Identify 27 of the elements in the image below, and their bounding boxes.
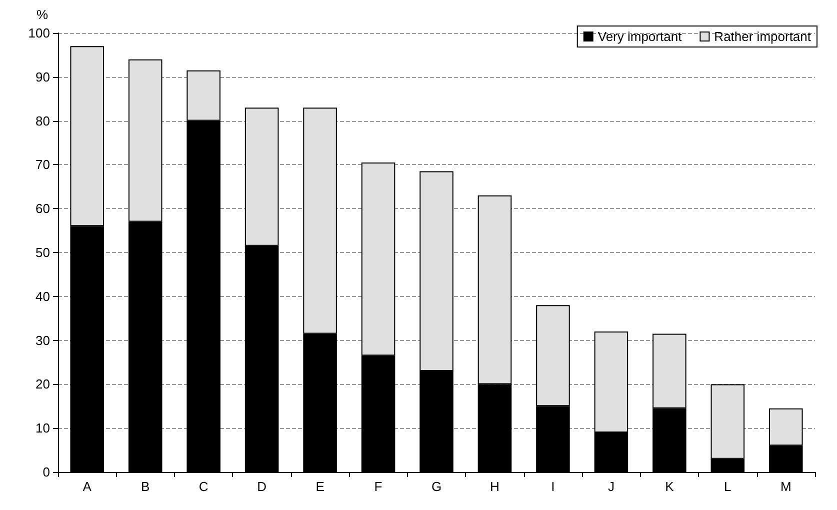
x-tick-label: F	[374, 479, 382, 494]
y-tick-label: 90	[36, 69, 50, 84]
x-tick-label: J	[608, 479, 614, 494]
y-tick-label: 20	[36, 376, 50, 392]
y-tick-label: 0	[42, 464, 50, 480]
y-tick-label: 80	[36, 113, 50, 128]
x-tick-label: K	[665, 479, 674, 494]
y-axis-title: %	[36, 7, 48, 22]
y-tick-label: 60	[36, 201, 50, 216]
legend-label: Rather important	[714, 29, 812, 44]
y-tick-label: 10	[36, 420, 50, 436]
y-tick-label: 30	[36, 332, 50, 348]
x-tick-label: A	[82, 479, 92, 494]
x-tick-label: E	[316, 479, 325, 494]
x-tick-label: L	[724, 479, 732, 494]
x-tick-label: G	[431, 479, 442, 494]
x-tick-label: D	[257, 479, 267, 494]
x-tick-label: I	[551, 479, 555, 494]
y-tick-label: 50	[36, 245, 50, 260]
legend-label: Very important	[598, 29, 682, 44]
x-tick-label: H	[490, 479, 500, 494]
y-tick-label: 40	[36, 288, 50, 304]
y-tick-label: 70	[36, 157, 50, 172]
x-tick-label: C	[198, 479, 208, 494]
y-tick-label: 100	[28, 26, 50, 40]
x-tick-label: B	[141, 479, 150, 494]
x-tick-label: M	[780, 479, 792, 494]
